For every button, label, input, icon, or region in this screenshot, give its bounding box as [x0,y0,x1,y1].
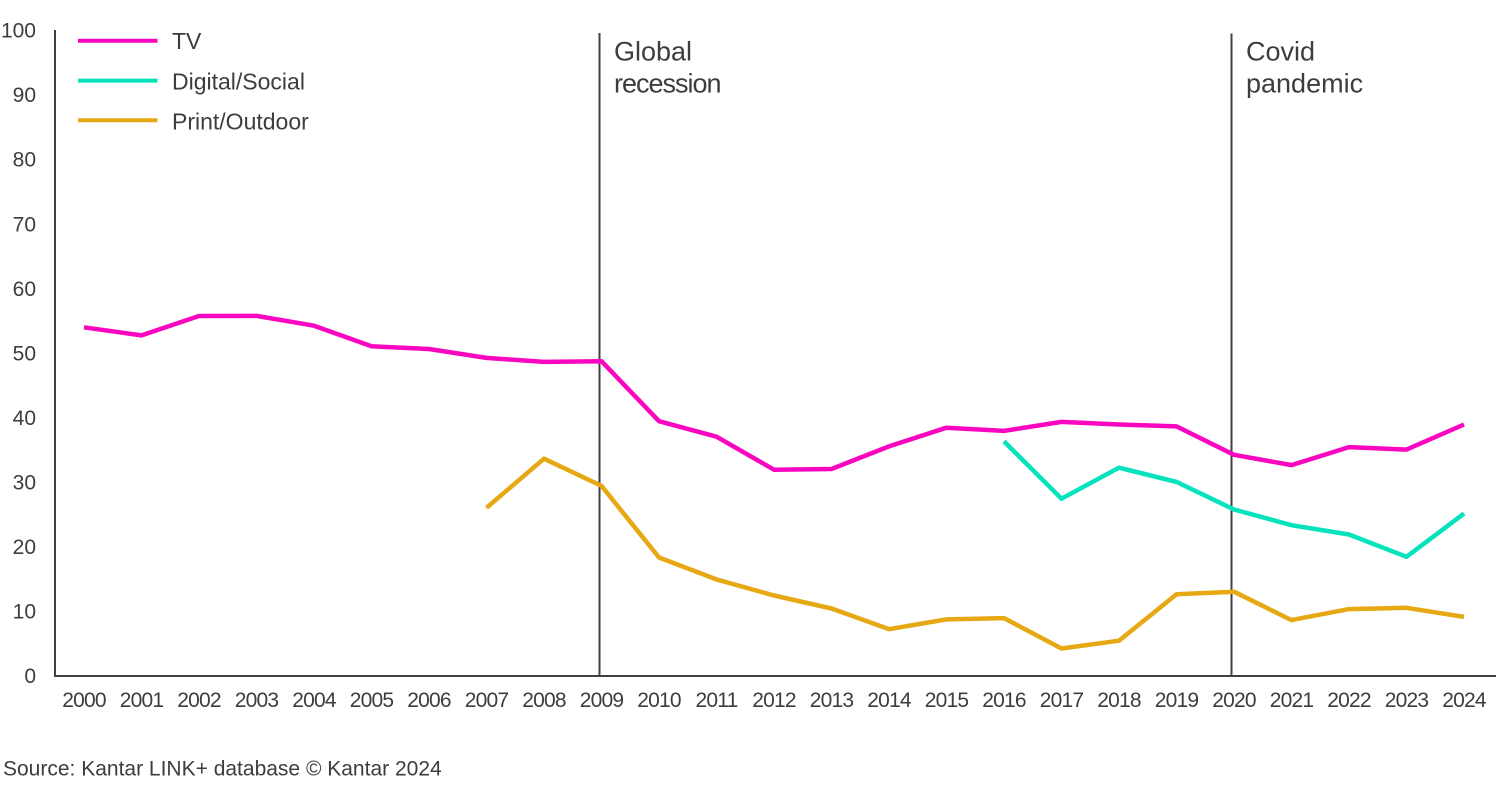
svg-text:Source: Kantar LINK+ database: Source: Kantar LINK+ database © Kantar 2… [3,758,442,781]
svg-text:2021: 2021 [1270,689,1314,712]
svg-text:Covid: Covid [1246,37,1315,67]
svg-text:2010: 2010 [637,689,681,712]
svg-text:30: 30 [13,472,36,495]
svg-text:2006: 2006 [407,689,451,712]
svg-text:2013: 2013 [810,689,854,712]
svg-text:2011: 2011 [696,689,738,712]
svg-text:2020: 2020 [1212,689,1256,712]
svg-text:2017: 2017 [1040,689,1084,712]
svg-text:2002: 2002 [177,689,221,712]
svg-text:60: 60 [13,278,36,301]
svg-text:TV: TV [172,28,202,54]
svg-text:2019: 2019 [1155,689,1199,712]
svg-text:Print/Outdoor: Print/Outdoor [172,109,309,135]
svg-text:90: 90 [13,84,36,107]
svg-text:2007: 2007 [465,689,509,712]
svg-text:50: 50 [13,342,36,365]
svg-text:2023: 2023 [1385,689,1429,712]
svg-text:80: 80 [13,149,36,172]
svg-text:recession: recession [614,68,721,98]
svg-text:2018: 2018 [1097,689,1141,712]
svg-text:2005: 2005 [350,689,394,712]
svg-text:2009: 2009 [580,689,624,712]
svg-text:2004: 2004 [292,689,337,712]
svg-text:40: 40 [13,407,36,430]
svg-text:0: 0 [24,665,36,688]
svg-text:10: 10 [13,601,36,624]
svg-text:2003: 2003 [235,689,279,712]
svg-text:2015: 2015 [925,689,969,712]
svg-text:100: 100 [1,20,36,43]
svg-text:20: 20 [13,536,36,559]
svg-text:2012: 2012 [752,689,796,712]
svg-text:Digital/Social: Digital/Social [172,68,305,94]
svg-text:pandemic: pandemic [1246,68,1363,98]
svg-text:70: 70 [13,213,36,236]
svg-text:2000: 2000 [62,689,106,712]
svg-text:2014: 2014 [867,689,912,712]
svg-text:2008: 2008 [522,689,566,712]
svg-text:2001: 2001 [120,689,164,712]
svg-text:2016: 2016 [982,689,1026,712]
svg-text:Global: Global [614,36,692,66]
svg-text:2024: 2024 [1442,689,1487,712]
svg-text:2022: 2022 [1327,689,1371,712]
